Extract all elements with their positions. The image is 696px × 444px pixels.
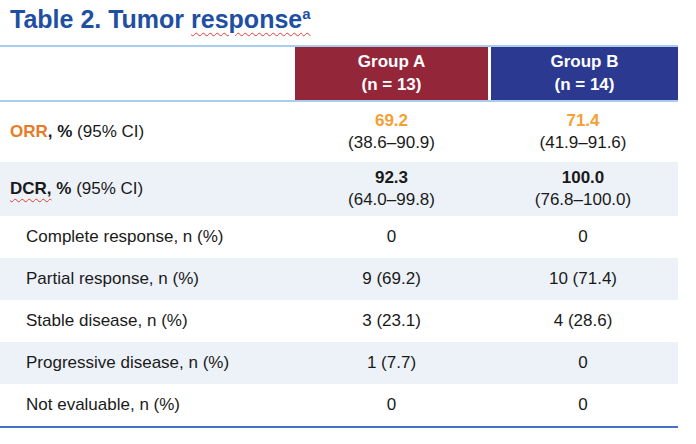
orr-label-rest: (95% CI) [72,122,144,141]
table-header-row: Group A (n = 13) Group B (n = 14) [0,47,678,102]
dcr-a-ci: (64.0–99.8) [295,189,488,211]
dcr-label: DCR, % (95% CI) [0,179,295,199]
row-label: Stable disease, n (%) [0,311,295,331]
row-group-a-value: 3 (23.1) [295,311,488,331]
row-group-b-value: 0 [488,395,678,415]
dcr-b-value: 100.0 [488,167,678,189]
header-group-b: Group B (n = 14) [488,47,678,100]
orr-group-b-cell: 71.4 (41.9–91.6) [488,110,678,154]
dcr-label-misspelled: DCR, [10,179,52,198]
row-group-a-value: 0 [295,395,488,415]
title-footnote-marker: a [302,5,310,22]
table-row-complete-response: Complete response, n (%) 0 0 [0,216,678,258]
row-label: Not evaluable, n (%) [0,395,295,415]
row-label: Progressive disease, n (%) [0,353,295,373]
row-group-b-value: 4 (28.6) [488,311,678,331]
title-misspelled-word: responsea [191,5,311,33]
orr-b-ci: (41.9–91.6) [488,132,678,154]
group-b-n: (n = 14) [491,74,678,96]
group-a-n: (n = 13) [295,74,488,96]
orr-a-value: 69.2 [295,110,488,132]
dcr-a-value: 92.3 [295,167,488,189]
slide: Table 2. Tumor responsea Group A (n = 13… [0,0,696,444]
orr-label-bold: , % [48,122,73,141]
group-b-name: Group B [491,51,678,73]
orr-label: ORR, % (95% CI) [0,122,295,142]
table-row-stable-disease: Stable disease, n (%) 3 (23.1) 4 (28.6) [0,300,678,342]
dcr-group-b-cell: 100.0 (76.8–100.0) [488,167,678,211]
orr-label-highlight: ORR [10,122,48,141]
table-row-progressive-disease: Progressive disease, n (%) 1 (7.7) 0 [0,342,678,384]
row-label: Partial response, n (%) [0,269,295,289]
orr-group-a-cell: 69.2 (38.6–90.9) [295,110,488,154]
dcr-label-rest: (95% CI) [71,179,143,198]
row-group-a-value: 9 (69.2) [295,269,488,289]
dcr-b-ci: (76.8–100.0) [488,189,678,211]
dcr-group-a-cell: 92.3 (64.0–99.8) [295,167,488,211]
header-group-a: Group A (n = 13) [295,47,488,100]
header-empty-cell [0,47,295,100]
table-row-not-evaluable: Not evaluable, n (%) 0 0 [0,384,678,428]
orr-b-value: 71.4 [488,110,678,132]
table-row-partial-response: Partial response, n (%) 9 (69.2) 10 (71.… [0,258,678,300]
table-row-orr: ORR, % (95% CI) 69.2 (38.6–90.9) 71.4 (4… [0,102,678,162]
table-row-dcr: DCR, % (95% CI) 92.3 (64.0–99.8) 100.0 (… [0,162,678,216]
row-group-b-value: 0 [488,227,678,247]
title-text: Table 2. Tumor [10,5,191,33]
dcr-label-bold: % [52,179,72,198]
row-group-b-value: 10 (71.4) [488,269,678,289]
page-title: Table 2. Tumor responsea [10,5,311,34]
tumor-response-table: Group A (n = 13) Group B (n = 14) ORR, %… [0,45,678,428]
orr-a-ci: (38.6–90.9) [295,132,488,154]
row-group-a-value: 0 [295,227,488,247]
row-label: Complete response, n (%) [0,227,295,247]
row-group-a-value: 1 (7.7) [295,353,488,373]
row-group-b-value: 0 [488,353,678,373]
group-a-name: Group A [295,51,488,73]
